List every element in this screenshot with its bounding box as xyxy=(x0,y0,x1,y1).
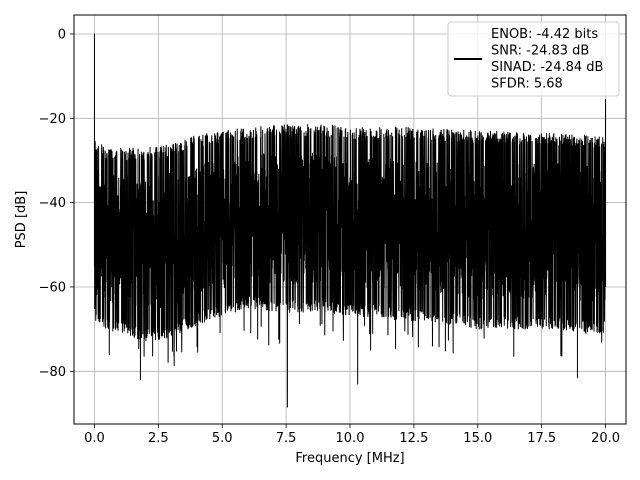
x-tick-label: 2.5 xyxy=(148,431,169,446)
y-tick-label: −40 xyxy=(39,196,66,211)
y-tick-label: −80 xyxy=(39,365,66,380)
legend: ENOB: -4.42 bits SNR: -24.83 dB SINAD: -… xyxy=(447,21,620,97)
x-tick-label: 5.0 xyxy=(212,431,233,446)
legend-entry-enob: ENOB: -4.42 bits xyxy=(491,27,598,42)
y-tick-label: 0 xyxy=(58,27,66,42)
x-tick-label: 7.5 xyxy=(276,431,297,446)
x-tick-label: 17.5 xyxy=(527,431,556,446)
legend-entry-sinad: SINAD: -24.84 dB xyxy=(491,60,603,75)
y-tick-label: −60 xyxy=(39,280,66,295)
legend-box xyxy=(447,21,620,97)
y-tick-label: −20 xyxy=(39,112,66,127)
y-axis: 0 −20 −40 −60 −80 xyxy=(39,27,74,380)
x-tick-label: 20.0 xyxy=(591,431,620,446)
psd-series xyxy=(93,33,607,408)
x-tick-label: 0.0 xyxy=(84,431,105,446)
x-tick-label: 12.5 xyxy=(399,431,428,446)
legend-entry-snr: SNR: -24.83 dB xyxy=(491,44,589,59)
x-axis-label: Frequency [MHz] xyxy=(295,451,404,466)
x-tick-label: 10.0 xyxy=(336,431,365,446)
legend-entry-sfdr: SFDR: 5.68 xyxy=(491,77,563,92)
x-axis: 0.0 2.5 5.0 7.5 10.0 12.5 15.0 17.5 20.0 xyxy=(84,424,620,446)
psd-trace xyxy=(93,33,607,408)
y-axis-label: PSD [dB] xyxy=(14,191,29,249)
x-tick-label: 15.0 xyxy=(463,431,492,446)
